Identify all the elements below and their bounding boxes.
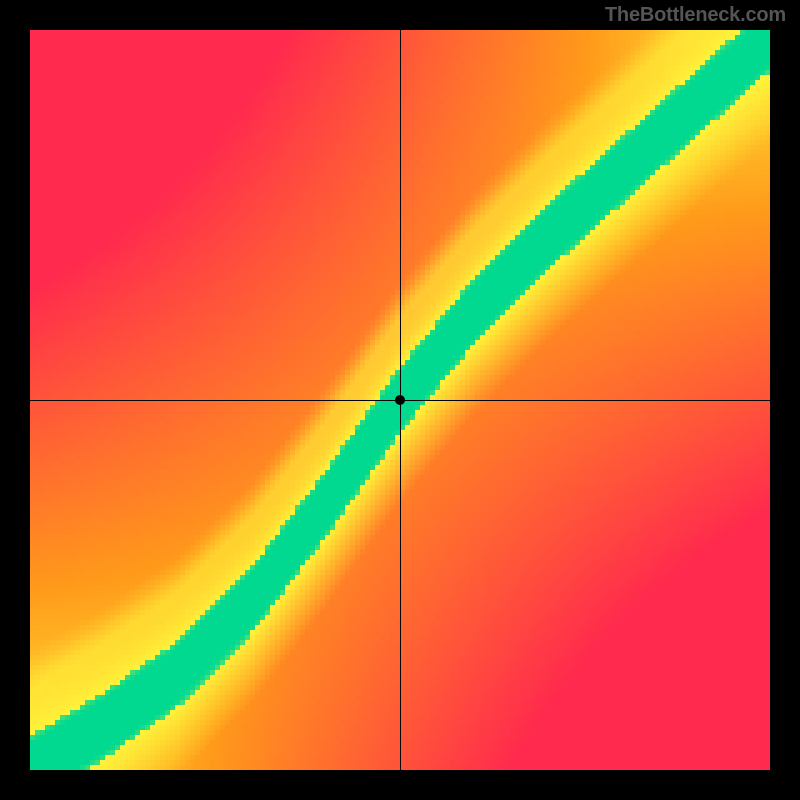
figure-container: TheBottleneck.com: [0, 0, 800, 800]
watermark-text: TheBottleneck.com: [605, 4, 786, 27]
marker-dot: [395, 395, 405, 405]
heatmap-plot: [30, 30, 770, 770]
